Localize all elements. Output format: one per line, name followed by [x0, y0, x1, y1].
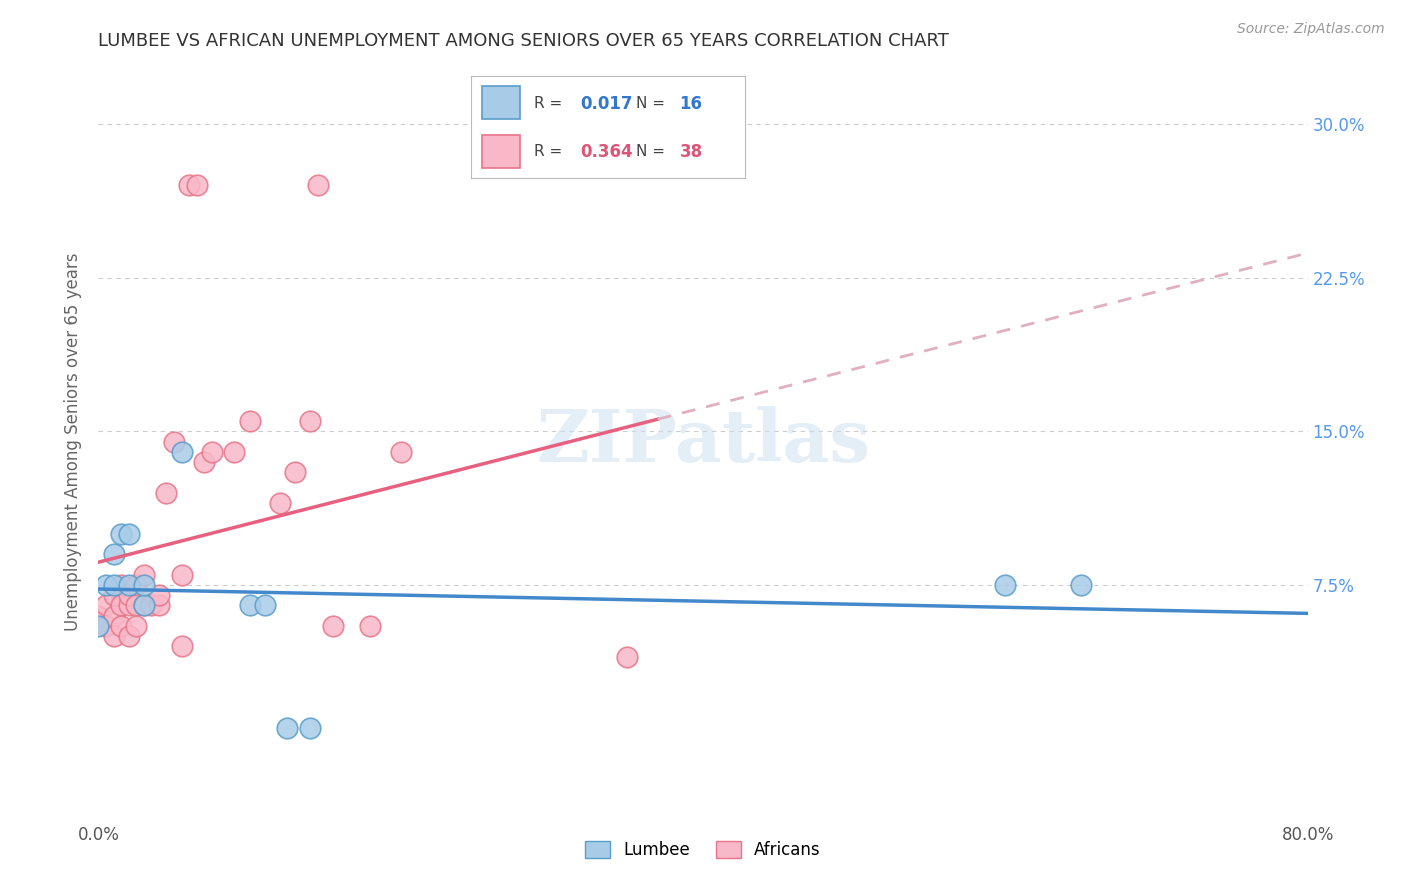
Text: 0.017: 0.017	[581, 95, 633, 112]
Point	[155, 485, 177, 500]
Y-axis label: Unemployment Among Seniors over 65 years: Unemployment Among Seniors over 65 years	[65, 252, 83, 631]
Point	[179, 178, 201, 193]
Point	[125, 619, 148, 633]
Point	[94, 619, 117, 633]
Point	[103, 547, 125, 561]
Point	[132, 578, 155, 592]
Point	[360, 619, 382, 633]
Text: ZIPatlas: ZIPatlas	[536, 406, 870, 477]
Point	[284, 465, 307, 479]
Point	[118, 599, 141, 613]
Point	[163, 434, 186, 449]
Point	[103, 578, 125, 592]
Point	[110, 599, 132, 613]
Point	[170, 444, 193, 458]
Point	[132, 567, 155, 582]
Text: Source: ZipAtlas.com: Source: ZipAtlas.com	[1237, 22, 1385, 37]
Point	[94, 599, 117, 613]
Point	[239, 599, 262, 613]
Point	[299, 722, 322, 736]
Point	[170, 567, 193, 582]
Legend: Lumbee, Africans: Lumbee, Africans	[579, 834, 827, 865]
Point	[170, 640, 193, 654]
Point	[103, 608, 125, 623]
Point	[193, 455, 215, 469]
Text: R =: R =	[534, 145, 567, 160]
Point	[148, 599, 170, 613]
Point	[125, 599, 148, 613]
FancyBboxPatch shape	[482, 136, 520, 168]
Point	[186, 178, 208, 193]
Text: 0.364: 0.364	[581, 143, 633, 161]
Point	[87, 608, 110, 623]
Point	[125, 578, 148, 592]
Point	[141, 599, 163, 613]
Point	[224, 444, 246, 458]
Point	[201, 444, 224, 458]
Point	[118, 526, 141, 541]
Point	[389, 444, 412, 458]
Text: 16: 16	[679, 95, 703, 112]
Point	[322, 619, 344, 633]
Point	[276, 722, 298, 736]
Point	[110, 526, 132, 541]
Point	[616, 649, 638, 664]
Point	[269, 496, 291, 510]
Point	[110, 619, 132, 633]
Point	[103, 629, 125, 643]
Point	[1070, 578, 1092, 592]
Point	[118, 578, 141, 592]
Point	[299, 414, 322, 428]
Point	[110, 578, 132, 592]
Point	[307, 178, 329, 193]
Point	[87, 619, 110, 633]
FancyBboxPatch shape	[482, 87, 520, 119]
Point	[132, 599, 155, 613]
Point	[994, 578, 1017, 592]
Point	[239, 414, 262, 428]
Point	[103, 588, 125, 602]
Point	[148, 588, 170, 602]
Point	[132, 599, 155, 613]
Point	[94, 578, 117, 592]
Point	[253, 599, 276, 613]
Text: 38: 38	[679, 143, 703, 161]
Text: N =: N =	[636, 145, 669, 160]
Point	[118, 629, 141, 643]
Text: R =: R =	[534, 96, 567, 111]
Text: LUMBEE VS AFRICAN UNEMPLOYMENT AMONG SENIORS OVER 65 YEARS CORRELATION CHART: LUMBEE VS AFRICAN UNEMPLOYMENT AMONG SEN…	[98, 32, 949, 50]
Point	[118, 588, 141, 602]
Text: N =: N =	[636, 96, 669, 111]
